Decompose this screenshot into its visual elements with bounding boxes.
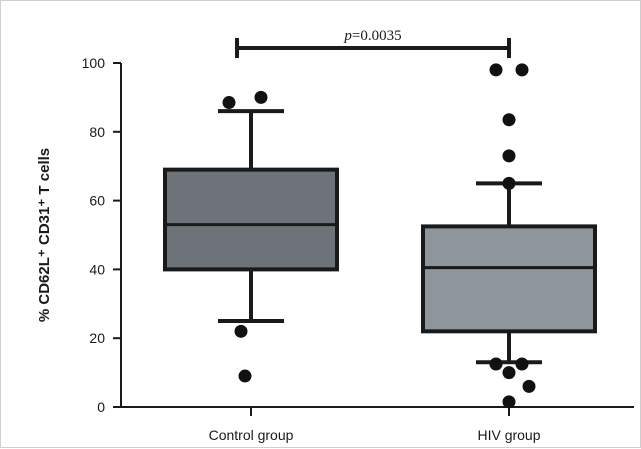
outlier-point xyxy=(489,357,503,371)
outlier-point xyxy=(502,113,516,127)
outlier-point xyxy=(515,63,529,77)
iqr-box xyxy=(163,167,339,272)
x-category-label: Control group xyxy=(209,427,294,443)
box-hiv xyxy=(421,181,597,365)
outlier-points xyxy=(222,63,536,409)
outlier-point xyxy=(238,369,252,383)
x-axis-ticks: Control group HIV group xyxy=(209,407,541,443)
outlier-point xyxy=(234,324,248,338)
outlier-point xyxy=(502,149,516,163)
y-axis-ticks: 0 20 40 60 80 100 xyxy=(82,55,121,415)
p-value-label: p=0.0035 xyxy=(343,28,401,44)
box-series xyxy=(163,109,597,365)
y-axis-label: % CD62L⁺ CD31⁺ T cells xyxy=(36,148,53,322)
box-control xyxy=(163,109,339,323)
y-tick-label: 100 xyxy=(82,55,106,71)
x-category-label: HIV group xyxy=(477,427,540,443)
outlier-point xyxy=(515,357,529,371)
y-tick-label: 20 xyxy=(89,330,105,346)
y-tick-label: 0 xyxy=(97,399,105,415)
p-symbol: p xyxy=(343,28,352,44)
outlier-point xyxy=(502,366,516,380)
y-tick-label: 60 xyxy=(89,193,105,209)
iqr-box xyxy=(421,224,597,334)
significance-bracket: p=0.0035 xyxy=(235,28,511,58)
p-value: =0.0035 xyxy=(352,28,402,44)
y-tick-label: 40 xyxy=(89,261,105,277)
outlier-point xyxy=(254,90,268,104)
outlier-point xyxy=(489,63,503,77)
outlier-point xyxy=(222,96,236,110)
outlier-point xyxy=(502,395,516,409)
outlier-point xyxy=(522,379,536,393)
y-tick-label: 80 xyxy=(89,124,105,140)
outlier-point xyxy=(502,176,516,190)
